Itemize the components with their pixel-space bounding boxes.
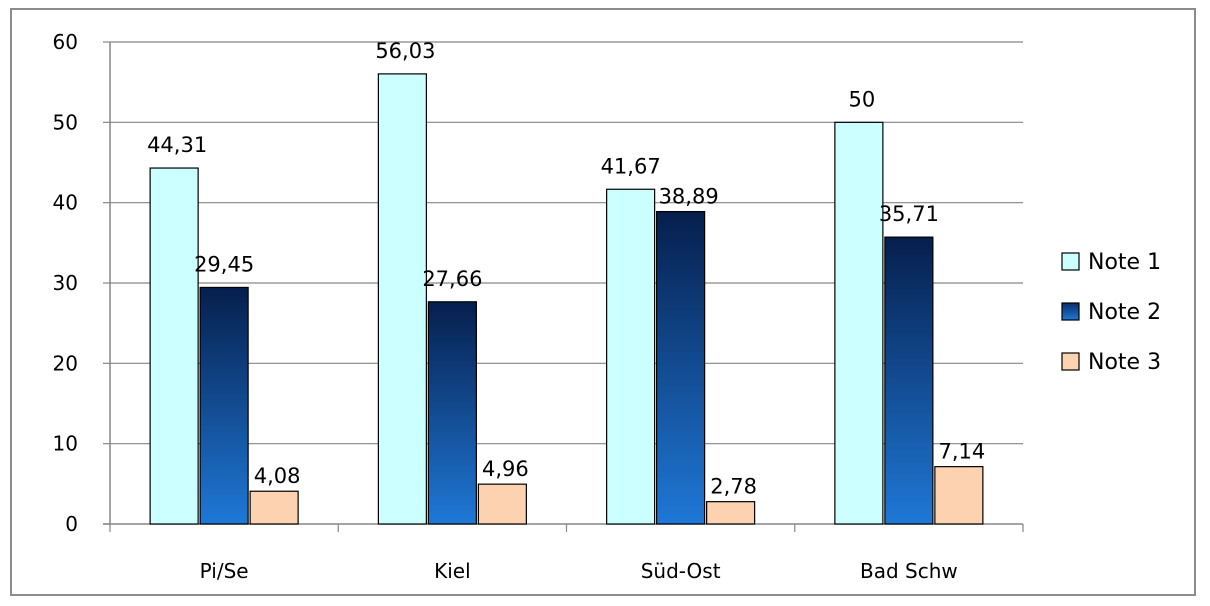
bar-note-1: [377, 73, 427, 525]
y-tick-label: 20: [53, 351, 78, 375]
data-label: 7,14: [938, 440, 985, 464]
legend-swatch: [1061, 352, 1080, 371]
legend-swatch: [1061, 252, 1080, 271]
bar-note-2: [427, 301, 477, 525]
bars: [149, 73, 984, 525]
data-label: 50: [849, 87, 876, 111]
legend-swatch: [1061, 302, 1080, 321]
bar-note-3: [934, 466, 984, 525]
bar-note-3: [706, 501, 756, 525]
data-label: 44,31: [147, 133, 207, 157]
data-label: 56,03: [375, 39, 435, 63]
legend-label: Note 3: [1088, 350, 1161, 375]
chart-border: [10, 8, 1196, 596]
bar-note-1: [149, 167, 199, 525]
y-tick-label: 40: [53, 191, 78, 215]
data-label: 41,67: [601, 154, 661, 178]
data-label: 35,71: [879, 202, 939, 226]
data-label: 27,66: [422, 267, 482, 291]
bar-note-3: [249, 490, 299, 525]
data-label: 2,78: [710, 475, 757, 499]
bar-note-1: [606, 188, 656, 525]
data-label: 29,45: [194, 252, 254, 276]
x-tick-label: Süd-Ost: [641, 559, 721, 583]
legend-label: Note 1: [1088, 250, 1161, 275]
bar-note-2: [199, 286, 249, 525]
x-tick-label: Kiel: [434, 559, 471, 583]
data-label: 4,08: [254, 464, 301, 488]
x-tick-label: Pi/Se: [200, 559, 249, 583]
bar-note-1: [834, 121, 884, 525]
data-label: 38,89: [659, 185, 719, 209]
y-tick-label: 60: [53, 30, 78, 54]
y-tick-label: 10: [53, 432, 78, 456]
axes: 0 10 20 30 40 50 60 Pi/Se Kiel Süd-Ost Bad Schw: [53, 30, 1024, 583]
y-tick-label: 50: [53, 110, 78, 134]
data-labels: 44,31 29,45 4,08 56,03 27,66 4,96 41,67 38,89 2,…: [147, 39, 985, 499]
legend-label: Note 2: [1088, 300, 1161, 325]
bar-note-3: [477, 483, 527, 525]
x-tick-label: Bad Schw: [860, 559, 958, 583]
legend: Note 1 Note 2 Note 3: [1061, 250, 1161, 375]
bar-note-2: [884, 236, 934, 525]
data-label: 4,96: [482, 457, 529, 481]
y-tick-label: 30: [53, 271, 78, 295]
bar-note-2: [656, 210, 706, 525]
y-tick-label: 0: [65, 512, 78, 536]
